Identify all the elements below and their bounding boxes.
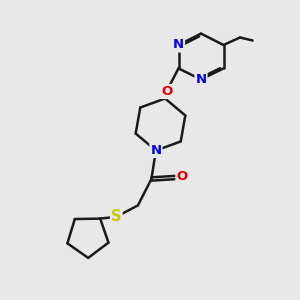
Text: S: S (111, 209, 122, 224)
Text: N: N (150, 144, 161, 157)
Text: O: O (161, 85, 172, 98)
Text: N: N (173, 38, 184, 52)
Text: O: O (176, 170, 188, 183)
Text: N: N (195, 73, 207, 86)
